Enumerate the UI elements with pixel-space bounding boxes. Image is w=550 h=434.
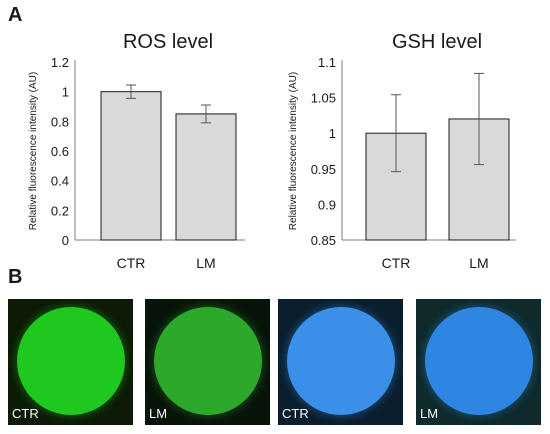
image-label: LM — [149, 406, 168, 421]
fluorescence-image-ctr-green: CTR — [8, 299, 133, 425]
gsh-y-axis-label: Relative fluorescence intensity (AU) — [288, 72, 299, 230]
ros-y-tick-label: 0.6 — [51, 144, 69, 159]
gsh-x-tick-label: LM — [469, 255, 488, 271]
image-label: CTR — [12, 406, 39, 421]
ros-bar-lm — [175, 113, 237, 241]
ros-level-chart: ROS level Relative fluorescence intensity… — [28, 31, 245, 271]
cell-spheroid — [287, 307, 395, 415]
gsh-chart-title: GSH level — [392, 31, 482, 53]
ros-chart-title: ROS level — [123, 31, 213, 53]
fluorescence-image-ctr-blue: CTR — [278, 299, 403, 425]
gsh-y-tick-label: 1.1 — [318, 55, 336, 70]
fluorescence-image-lm-green: LM — [145, 299, 270, 425]
image-label: LM — [420, 406, 439, 421]
cell-spheroid — [425, 307, 533, 415]
cell-spheroid — [17, 307, 125, 415]
ros-bar-ctr — [100, 91, 162, 241]
ros-y-tick-label: 0.2 — [51, 203, 69, 218]
ros-y-tick-label: 1 — [62, 85, 69, 100]
ros-x-tick-label: CTR — [117, 255, 146, 271]
gsh-y-tick-label: 0.85 — [311, 233, 336, 248]
gsh-level-chart: GSH level Relative fluorescence intensity… — [288, 31, 516, 271]
panel-label-a: A — [8, 4, 23, 26]
gsh-y-tick-label: 0.95 — [311, 162, 336, 177]
ros-y-tick-label: 0 — [62, 233, 69, 248]
gsh-x-tick-label: CTR — [382, 255, 411, 271]
gsh-y-tick-label: 0.9 — [318, 197, 336, 212]
gsh-y-tick-label: 1.05 — [311, 91, 336, 106]
cell-spheroid — [154, 307, 262, 415]
image-label: CTR — [282, 406, 309, 421]
fluorescence-image-lm-blue: LM — [416, 299, 541, 425]
gsh-y-tick-label: 1 — [329, 126, 336, 141]
ros-y-axis-label: Relative fluorescence intensity (AU) — [28, 72, 39, 230]
ros-y-tick-label: 0.4 — [51, 174, 69, 189]
panel-label-b: B — [8, 266, 23, 288]
ros-y-tick-label: 1.2 — [51, 55, 69, 70]
ros-y-tick-label: 0.8 — [51, 114, 69, 129]
ros-x-tick-label: LM — [196, 255, 215, 271]
